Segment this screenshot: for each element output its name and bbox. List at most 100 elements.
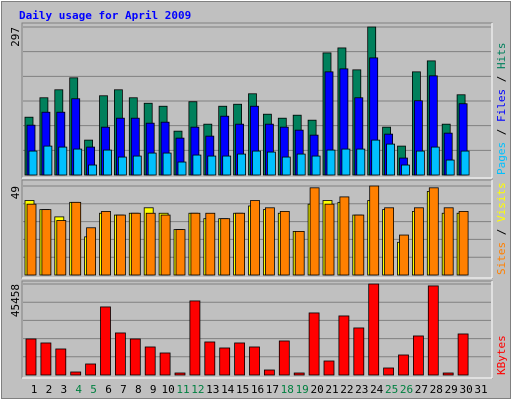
legend-separator: / (495, 69, 508, 89)
bar (86, 227, 96, 276)
legend-separator: / (495, 222, 508, 242)
x-tick-label: 28 (430, 383, 443, 396)
bar (115, 332, 126, 376)
bar (147, 152, 157, 176)
bar (293, 372, 305, 376)
bar (234, 342, 246, 376)
bar (219, 347, 231, 376)
bar (386, 143, 396, 176)
chart-title: Daily usage for April 2009 (19, 9, 191, 22)
bar (371, 139, 381, 176)
x-tick-label: 11 (176, 383, 189, 396)
bar (189, 300, 201, 376)
bar (427, 285, 439, 376)
x-tick-label: 3 (60, 383, 67, 396)
x-tick-label: 31 (474, 383, 487, 396)
x-tick-label: 20 (310, 383, 323, 396)
legend: Pages / Files / Hits (495, 43, 508, 176)
x-tick-label: 21 (325, 383, 338, 396)
bar (339, 196, 350, 276)
bar (278, 340, 290, 376)
x-tick-label: 22 (340, 383, 353, 396)
bar (28, 150, 38, 176)
bar (235, 212, 246, 276)
bar (384, 207, 395, 276)
bar (220, 218, 231, 276)
x-tick-label: 25 (385, 383, 398, 396)
x-tick-label: 4 (75, 383, 82, 396)
bar (368, 283, 380, 376)
x-tick-label: 14 (221, 383, 235, 396)
bar (324, 203, 335, 276)
bar (103, 149, 112, 176)
x-tick-label: 12 (191, 383, 204, 396)
x-tick-label: 13 (206, 383, 219, 396)
bar (383, 367, 395, 376)
bar (129, 338, 141, 376)
bar (70, 371, 82, 376)
bar (415, 150, 425, 176)
bar (399, 234, 409, 276)
x-tick-label: 15 (236, 383, 249, 396)
bar (457, 333, 469, 376)
legend-entry: Files (495, 89, 508, 122)
bar (175, 229, 186, 276)
bar (279, 211, 290, 276)
bar (354, 214, 365, 276)
bar (445, 159, 455, 176)
bar (88, 164, 97, 176)
bar (249, 346, 260, 376)
bar (326, 149, 336, 176)
bar (412, 335, 424, 376)
legend-entry: Visits (495, 182, 508, 222)
x-tick-label: 18 (281, 383, 294, 396)
bar (100, 306, 111, 376)
x-tick-label: 23 (355, 383, 368, 396)
bar (311, 155, 321, 176)
bar (341, 148, 351, 176)
bar (263, 369, 275, 376)
bar (192, 154, 202, 176)
bar (41, 209, 52, 276)
bar (207, 155, 217, 176)
legend-entry: KBytes (495, 335, 508, 375)
bar (401, 164, 410, 176)
bar (160, 214, 171, 276)
bar (266, 151, 276, 176)
x-tick-label: 5 (90, 383, 97, 396)
bar (460, 150, 470, 176)
bar (458, 211, 469, 276)
x-tick-label: 26 (400, 383, 413, 396)
bar (190, 212, 201, 276)
bar (323, 360, 335, 376)
bar (56, 220, 67, 276)
legend-entry: Sites (495, 242, 508, 275)
bar (118, 156, 127, 176)
bar (369, 185, 380, 276)
bar (43, 145, 53, 176)
bar (177, 161, 187, 176)
x-tick-label: 16 (251, 383, 264, 396)
bar (58, 146, 68, 176)
bar (294, 231, 305, 276)
bar (237, 153, 247, 176)
y-tick-label: 297 (9, 27, 22, 47)
bar (442, 372, 454, 376)
bar (205, 212, 216, 276)
bar (250, 200, 260, 276)
x-tick-label: 8 (135, 383, 142, 396)
legend: KBytes (495, 335, 508, 375)
bar (101, 211, 111, 276)
bar (443, 207, 454, 276)
bar (132, 155, 142, 176)
bar (353, 327, 365, 376)
x-tick-label: 1 (31, 383, 38, 396)
bar (309, 187, 320, 276)
bar (144, 346, 156, 376)
bar (25, 338, 37, 376)
bar (204, 341, 216, 376)
bar (162, 152, 172, 176)
bar (252, 150, 261, 176)
x-tick-label: 30 (459, 383, 472, 396)
